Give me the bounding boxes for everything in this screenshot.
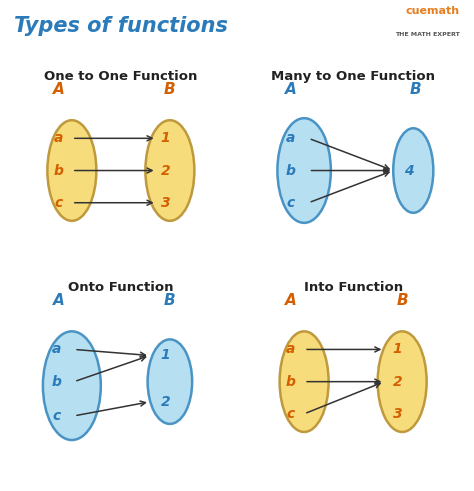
Ellipse shape bbox=[277, 118, 331, 223]
Text: Types of functions: Types of functions bbox=[14, 17, 228, 36]
Text: c: c bbox=[287, 196, 295, 210]
Text: a: a bbox=[286, 131, 295, 145]
Ellipse shape bbox=[393, 128, 433, 213]
Ellipse shape bbox=[147, 339, 192, 424]
Text: b: b bbox=[51, 375, 61, 389]
Text: b: b bbox=[286, 164, 296, 178]
Text: 2: 2 bbox=[161, 164, 170, 178]
Text: One to One Function: One to One Function bbox=[44, 70, 198, 83]
Text: a: a bbox=[54, 131, 63, 145]
Text: A: A bbox=[285, 82, 297, 97]
Text: c: c bbox=[52, 409, 60, 423]
Text: b: b bbox=[286, 375, 296, 389]
Text: A: A bbox=[53, 293, 64, 308]
Text: 2: 2 bbox=[393, 375, 402, 389]
Text: B: B bbox=[164, 82, 176, 97]
Text: 2: 2 bbox=[161, 395, 170, 409]
Text: Many to One Function: Many to One Function bbox=[271, 70, 435, 83]
Ellipse shape bbox=[47, 120, 96, 221]
Text: A: A bbox=[285, 293, 297, 308]
Text: 3: 3 bbox=[161, 196, 170, 210]
Text: a: a bbox=[52, 342, 61, 356]
Text: B: B bbox=[164, 293, 176, 308]
Ellipse shape bbox=[280, 331, 328, 432]
Text: c: c bbox=[55, 196, 63, 210]
Text: 1: 1 bbox=[161, 349, 170, 362]
Text: cuemath: cuemath bbox=[406, 6, 460, 16]
Text: B: B bbox=[396, 293, 408, 308]
Ellipse shape bbox=[43, 331, 101, 440]
Ellipse shape bbox=[146, 120, 194, 221]
Text: 3: 3 bbox=[393, 407, 402, 421]
Text: Into Function: Into Function bbox=[303, 281, 403, 294]
Ellipse shape bbox=[378, 331, 427, 432]
Text: 1: 1 bbox=[393, 342, 402, 356]
Text: c: c bbox=[287, 407, 295, 421]
Text: 4: 4 bbox=[404, 164, 414, 178]
Text: A: A bbox=[53, 82, 64, 97]
Text: THE MATH EXPERT: THE MATH EXPERT bbox=[395, 32, 460, 37]
Text: a: a bbox=[286, 342, 295, 356]
Text: b: b bbox=[54, 164, 64, 178]
Text: 1: 1 bbox=[161, 131, 170, 145]
Text: B: B bbox=[410, 82, 421, 97]
Text: Onto Function: Onto Function bbox=[68, 281, 173, 294]
